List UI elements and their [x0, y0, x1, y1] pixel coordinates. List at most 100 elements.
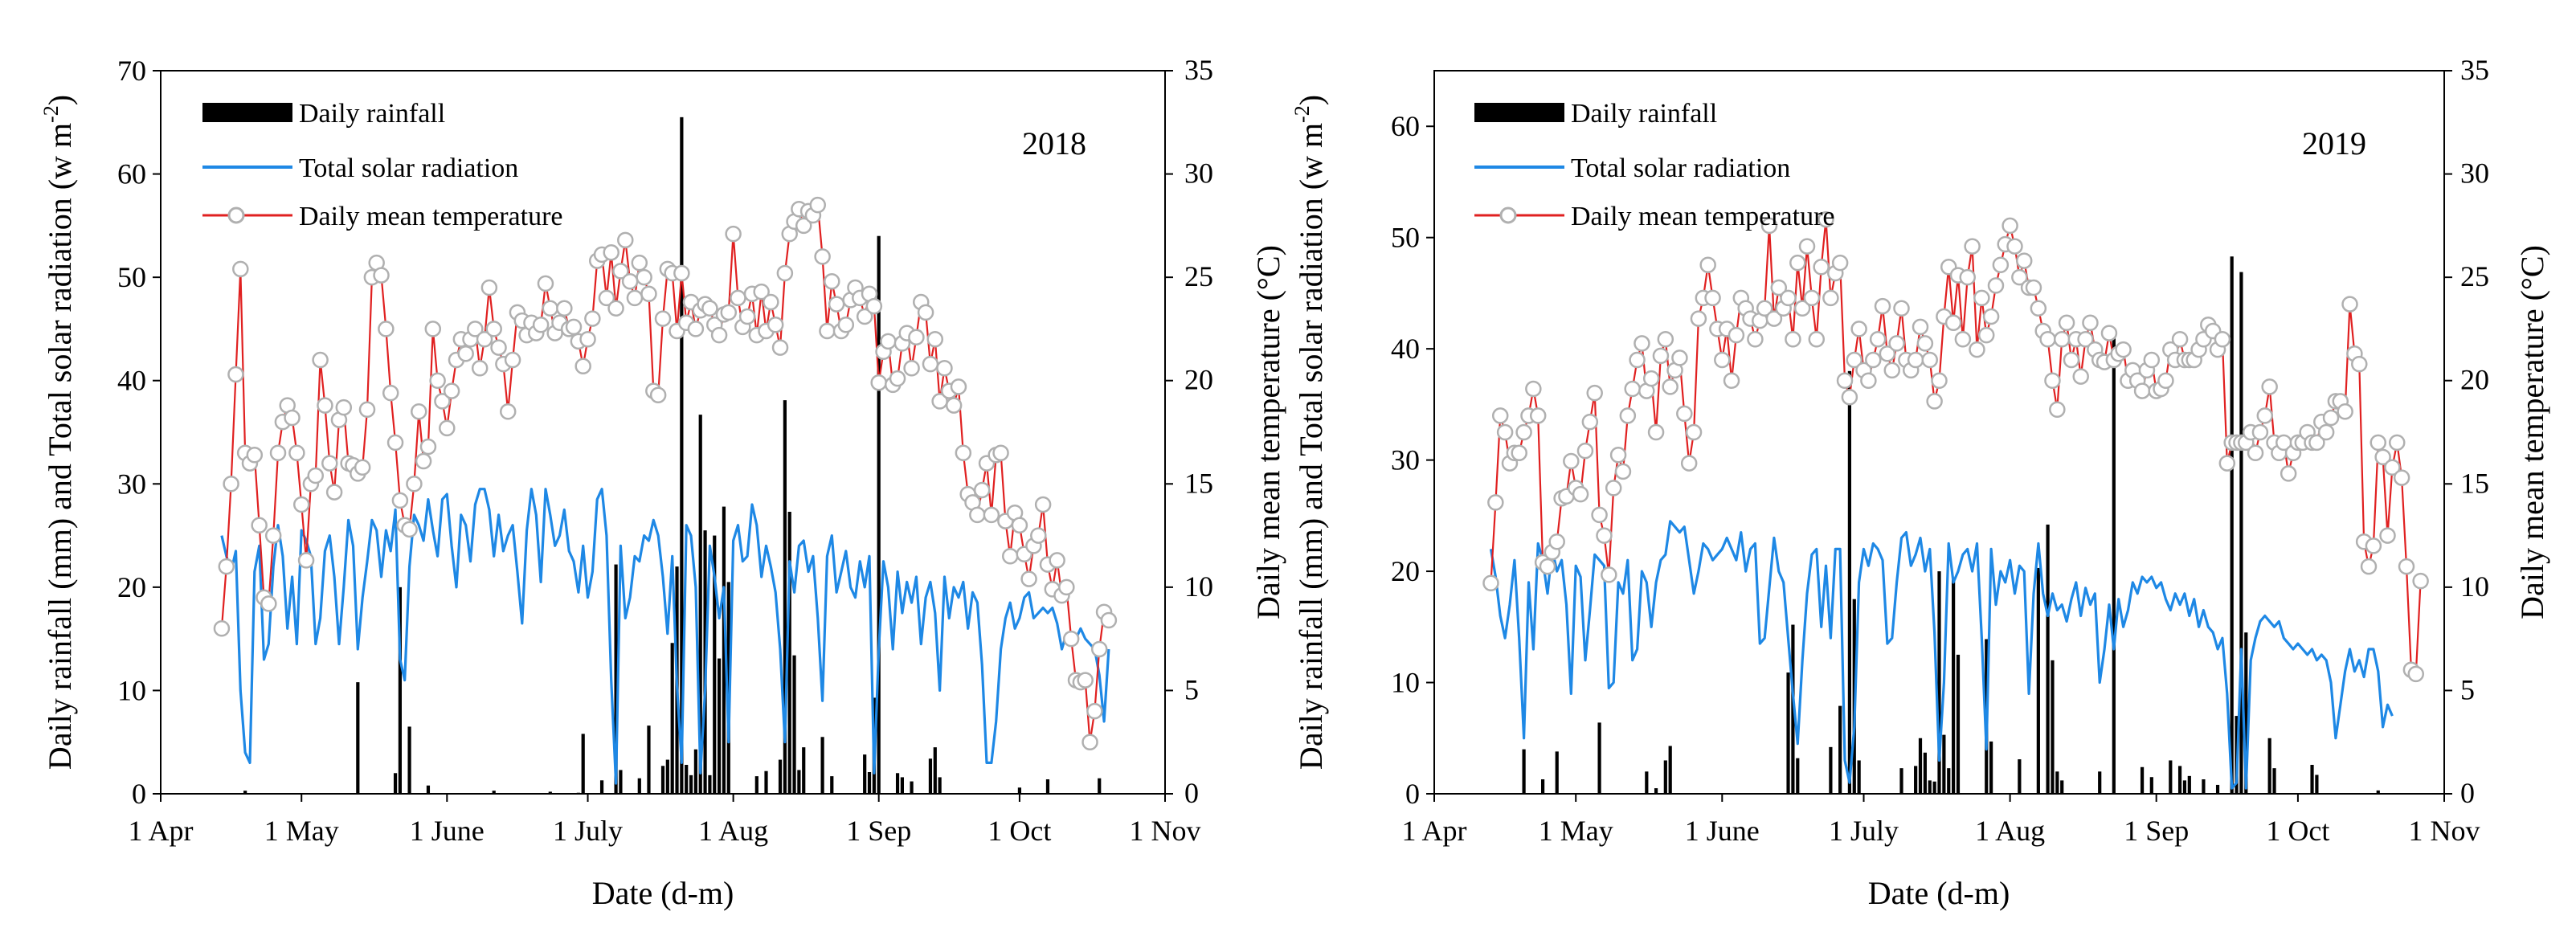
temperature-point: [640, 285, 657, 302]
left-tick-label: 30: [117, 468, 146, 500]
right-tick-label: 30: [2460, 157, 2489, 190]
temperature-point: [2379, 527, 2396, 544]
temperature-point: [1086, 702, 1103, 720]
temperature-point: [936, 360, 953, 377]
rainfall-bar: [2177, 766, 2182, 794]
temperature-point: [499, 403, 517, 420]
rainfall-bar: [1928, 780, 1932, 794]
x-tick-label: 1 July: [1829, 815, 1899, 847]
temperature-point: [218, 558, 235, 575]
temperature-point: [2214, 331, 2231, 348]
temperature-point: [476, 331, 493, 348]
rainfall-bar: [2055, 771, 2059, 794]
temperature-point: [1680, 455, 1698, 472]
temperature-point: [2077, 331, 2094, 348]
chart-panel-2018: 0 10 20 30 40 50 60 70 0 5 10 15 20 25 30 35 1 Apr 1 Ma…: [39, 54, 1286, 911]
temperature-point: [2218, 455, 2236, 472]
temperature-point: [485, 321, 502, 337]
left-axis-title-main: Daily rainfall (mm) and Total solar radi…: [1293, 123, 1329, 770]
temperature-point: [335, 398, 353, 416]
rainfall-bar: [2036, 567, 2040, 794]
temperature-line: [220, 204, 1110, 743]
temperature-series: [1482, 210, 2429, 683]
temperature-point: [1647, 423, 1665, 441]
temperature-point: [391, 492, 409, 509]
left-axis-title-main: Daily rainfall (mm) and Total solar radi…: [42, 123, 78, 770]
temperature-point: [2308, 434, 2325, 452]
legend-rainfall-swatch: [202, 103, 292, 122]
temperature-point: [1921, 351, 1939, 369]
left-tick-label: 50: [117, 261, 146, 293]
temperature-point: [1609, 447, 1627, 464]
temperature-point: [603, 244, 619, 261]
temperature-point: [636, 268, 652, 286]
temperature-point: [1765, 310, 1783, 327]
solar-radiation-series: [220, 488, 1110, 785]
rainfall-bar: [689, 774, 693, 794]
rainfall-bar: [619, 770, 623, 794]
right-axis-ticks: 0 5 10 15 20 25 30 35: [2444, 54, 2489, 809]
temperature-point: [1011, 517, 1028, 533]
temperature-point: [1529, 407, 1547, 424]
temperature-point: [1987, 277, 2005, 294]
temperature-point: [870, 374, 887, 391]
temperature-point: [1926, 393, 1943, 410]
temperature-point: [467, 321, 484, 337]
rainfall-bar: [647, 725, 651, 794]
temperature-point: [325, 484, 343, 501]
rainfall-bar: [1947, 768, 1951, 794]
temperature-point: [264, 527, 282, 544]
temperature-point: [1601, 566, 1617, 583]
solar-radiation-series: [1489, 520, 2394, 790]
temperature-point: [419, 438, 437, 456]
temperature-point: [1049, 552, 1065, 569]
temperature-point: [2157, 372, 2174, 389]
legend: Daily rainfall Total solar radiation Dai…: [1474, 99, 1835, 231]
temperature-point: [411, 403, 427, 420]
temperature-point: [701, 300, 718, 317]
temperature-point: [2317, 423, 2335, 441]
temperature-point: [2030, 300, 2047, 317]
temperature-point: [2171, 331, 2189, 348]
temperature-point: [983, 506, 1000, 524]
temperature-point: [687, 321, 705, 337]
rainfall-bar: [1829, 746, 1833, 794]
temperature-point: [312, 351, 329, 369]
temperature-point: [584, 310, 601, 327]
right-tick-label: 5: [1184, 673, 1199, 705]
temperature-point: [439, 419, 456, 437]
temperature-point: [232, 260, 249, 278]
x-tick-label: 1 June: [1685, 815, 1760, 847]
temperature-point: [1100, 611, 1118, 629]
temperature-point: [2393, 469, 2410, 486]
temperature-point: [607, 300, 624, 317]
temperature-point: [1030, 527, 1047, 544]
rainfall-bar: [713, 535, 717, 794]
rainfall-bar: [1522, 749, 1526, 794]
temperature-point: [626, 289, 644, 307]
temperature-point: [1756, 300, 1773, 317]
temperature-point: [819, 322, 836, 340]
temperature-point: [1685, 423, 1703, 441]
temperature-point: [1491, 407, 1509, 424]
temperature-point: [358, 401, 376, 418]
x-tick-label: 1 Sep: [846, 815, 911, 847]
rainfall-bar: [722, 506, 726, 794]
temperature-point: [2058, 314, 2075, 331]
x-tick-label: 1 Aug: [698, 815, 768, 847]
x-tick-label: 1 Oct: [987, 815, 1051, 847]
temperature-point: [2115, 341, 2132, 358]
rainfall-bar: [2315, 774, 2319, 794]
temperature-point: [1563, 452, 1580, 470]
rainfall-bar: [1668, 746, 1672, 794]
rainfall-bar: [754, 776, 758, 794]
rainfall-bar: [614, 564, 618, 794]
rainfall-bar: [398, 586, 402, 794]
rainfall-bar: [783, 400, 787, 794]
legend-rainfall-label: Daily rainfall: [1571, 99, 1717, 129]
temperature-point: [386, 434, 404, 452]
legend-temperature-marker: [227, 206, 245, 224]
